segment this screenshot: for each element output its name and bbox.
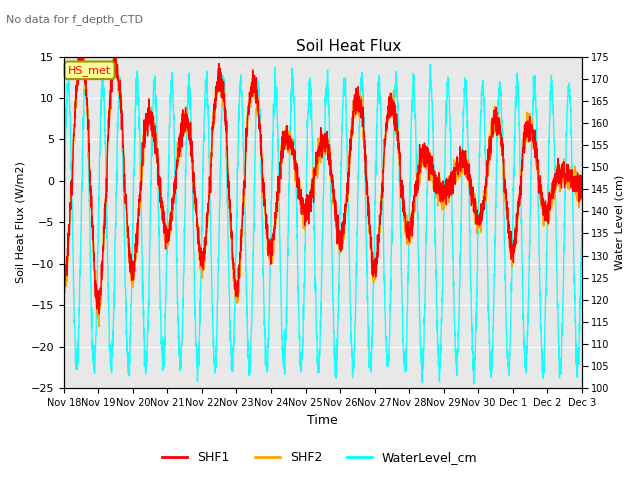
Text: No data for f_depth_CTD: No data for f_depth_CTD — [6, 14, 143, 25]
X-axis label: Time: Time — [307, 414, 338, 427]
Legend: SHF1, SHF2, WaterLevel_cm: SHF1, SHF2, WaterLevel_cm — [157, 446, 483, 469]
Y-axis label: Soil Heat Flux (W/m2): Soil Heat Flux (W/m2) — [15, 161, 25, 283]
Y-axis label: Water Level (cm): Water Level (cm) — [615, 175, 625, 270]
Title: Soil Heat Flux: Soil Heat Flux — [296, 39, 401, 54]
Text: HS_met: HS_met — [68, 65, 111, 76]
